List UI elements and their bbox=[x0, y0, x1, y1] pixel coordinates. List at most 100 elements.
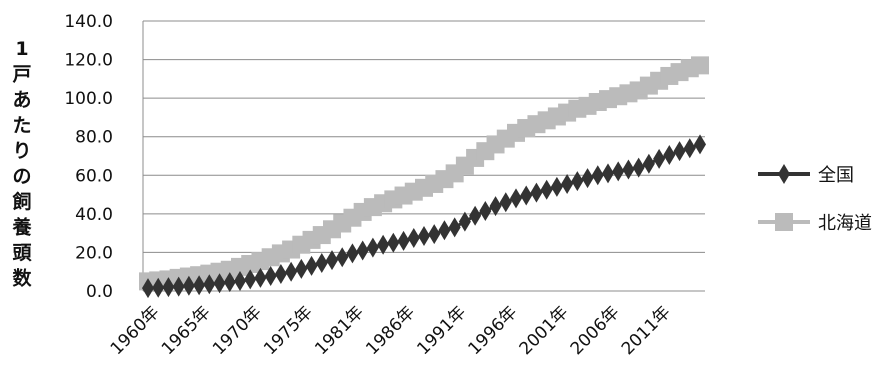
data-point bbox=[550, 176, 563, 197]
data-point bbox=[162, 277, 175, 298]
legend-label: 北海道 bbox=[818, 213, 872, 234]
y-axis-label-char: あ bbox=[12, 89, 31, 111]
y-tick-label: 0.0 bbox=[86, 282, 113, 302]
data-point bbox=[612, 161, 625, 182]
data-point bbox=[142, 278, 154, 299]
data-point bbox=[172, 276, 185, 297]
x-tick-label: 2011年 bbox=[618, 302, 675, 359]
y-axis-ticks: 0.0 20.0 40.0 60.0 80.0 100.0 120.0 140.0 bbox=[64, 12, 113, 302]
data-point bbox=[510, 188, 522, 209]
data-point bbox=[254, 267, 267, 288]
x-axis-ticks: 1960年1965年1970年1975年1981年1986年1991年1996年… bbox=[107, 302, 675, 359]
data-point bbox=[234, 270, 246, 291]
y-axis-label-char: の bbox=[12, 166, 31, 188]
data-point bbox=[673, 141, 686, 162]
x-tick-label: 2006年 bbox=[567, 302, 624, 359]
y-tick-label: 80.0 bbox=[75, 128, 113, 148]
y-tick-label: 100.0 bbox=[64, 89, 113, 109]
data-point bbox=[295, 258, 308, 279]
data-point bbox=[366, 237, 379, 258]
data-point bbox=[691, 56, 709, 75]
data-point bbox=[182, 275, 195, 296]
legend-swatch-marker bbox=[778, 164, 790, 184]
data-point bbox=[591, 165, 604, 186]
data-point bbox=[499, 192, 512, 213]
data-point bbox=[418, 226, 430, 247]
data-point bbox=[397, 230, 410, 251]
data-point bbox=[152, 277, 165, 298]
data-point bbox=[571, 171, 584, 192]
data-point bbox=[489, 196, 502, 217]
data-point bbox=[694, 134, 706, 155]
data-point bbox=[377, 234, 390, 255]
gridlines bbox=[142, 20, 705, 292]
data-point bbox=[356, 240, 369, 261]
data-point bbox=[274, 264, 287, 285]
data-point bbox=[653, 148, 666, 169]
x-tick-label: 2001年 bbox=[516, 302, 573, 359]
data-point bbox=[448, 217, 461, 238]
x-tick-label: 1970年 bbox=[209, 302, 266, 359]
data-point bbox=[326, 250, 338, 271]
data-point bbox=[642, 153, 655, 174]
data-point bbox=[520, 185, 533, 206]
y-axis-label-char: 頭 bbox=[12, 242, 32, 264]
data-point bbox=[223, 272, 236, 293]
data-point bbox=[336, 247, 349, 268]
legend-swatch-marker bbox=[775, 213, 793, 231]
data-point bbox=[632, 157, 645, 178]
data-point bbox=[203, 274, 216, 295]
y-axis-label-char: 養 bbox=[11, 216, 32, 239]
series-layer bbox=[139, 56, 709, 299]
data-point bbox=[315, 253, 328, 274]
y-tick-label: 40.0 bbox=[75, 205, 113, 225]
x-tick-label: 1996年 bbox=[465, 302, 522, 359]
data-point bbox=[285, 261, 298, 282]
x-tick-label: 1975年 bbox=[260, 302, 317, 359]
data-point bbox=[244, 269, 257, 290]
x-tick-label: 1981年 bbox=[311, 302, 368, 359]
data-point bbox=[663, 145, 676, 166]
legend-label: 全国 bbox=[818, 165, 854, 186]
data-point bbox=[193, 275, 206, 296]
data-point bbox=[458, 211, 471, 232]
legend-item: 北海道 bbox=[758, 213, 872, 234]
data-point bbox=[213, 273, 226, 294]
series-national bbox=[142, 134, 706, 299]
data-point bbox=[387, 232, 400, 253]
data-point bbox=[407, 227, 420, 248]
legend-item: 全国 bbox=[758, 164, 854, 186]
data-point bbox=[561, 173, 574, 194]
y-axis-label-char: 飼 bbox=[11, 190, 31, 213]
data-point bbox=[540, 179, 553, 200]
data-point bbox=[602, 163, 614, 184]
data-point bbox=[428, 224, 441, 245]
data-point bbox=[305, 255, 318, 276]
y-tick-label: 20.0 bbox=[75, 243, 113, 263]
data-point bbox=[581, 168, 594, 189]
x-tick-label: 1991年 bbox=[413, 302, 470, 359]
y-tick-label: 60.0 bbox=[75, 166, 113, 186]
x-tick-label: 1986年 bbox=[362, 302, 419, 359]
y-axis-label-char: り bbox=[12, 140, 31, 162]
data-point bbox=[438, 220, 451, 241]
y-axis-label-char: 戸 bbox=[12, 64, 31, 86]
y-tick-label: 120.0 bbox=[64, 51, 113, 71]
y-axis-label-char: 数 bbox=[12, 267, 32, 290]
y-tick-label: 140.0 bbox=[64, 12, 113, 32]
data-point bbox=[469, 205, 482, 226]
y-axis-label-char: た bbox=[12, 115, 31, 137]
x-tick-label: 1960年 bbox=[107, 302, 164, 359]
x-tick-label: 1965年 bbox=[158, 302, 215, 359]
data-point bbox=[622, 159, 635, 180]
y-axis-label-char: 1 bbox=[15, 38, 28, 60]
data-point bbox=[479, 200, 492, 221]
data-point bbox=[264, 265, 277, 286]
data-point bbox=[683, 138, 696, 159]
data-point bbox=[346, 243, 359, 264]
series-hokkaido bbox=[139, 56, 709, 291]
data-point bbox=[530, 182, 543, 203]
